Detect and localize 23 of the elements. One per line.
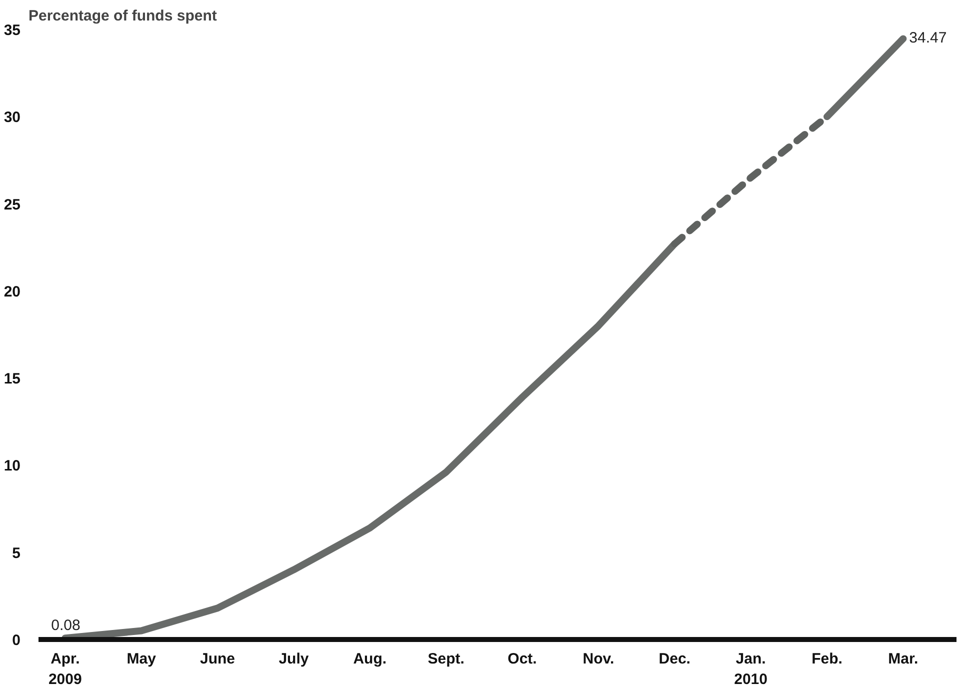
y-tick-label: 35 [4,22,21,39]
data-label: 34.47 [909,30,947,47]
x-tick-label: June [200,650,236,668]
x-tick-label: Oct. [508,650,537,668]
x-tick-label: July [278,650,310,668]
x-tick-label: Aug. [353,650,387,668]
y-tick-label: 30 [4,109,21,126]
x-tick-label: May [126,650,157,668]
y-tick-label: 5 [12,544,20,562]
y-tick-label: 20 [4,283,21,300]
x-tick-label: Dec. [658,650,690,668]
x-tick-label: Apr. 2009 [48,650,82,688]
data-label: 0.08 [51,617,80,634]
y-tick-label: 25 [4,196,21,214]
y-axis-title: Percentage of funds spent [28,8,217,24]
x-tick-label: Sept. [428,650,464,668]
y-tick-label: 10 [4,458,21,475]
x-tick-label: Feb. [812,650,842,668]
x-tick-label: Mar. [888,650,918,668]
x-tick-label: Nov. [582,650,614,668]
y-tick-label: 15 [4,370,21,388]
x-tick-label: Jan. 2010 [734,650,768,688]
y-tick-label: 0 [12,632,20,649]
